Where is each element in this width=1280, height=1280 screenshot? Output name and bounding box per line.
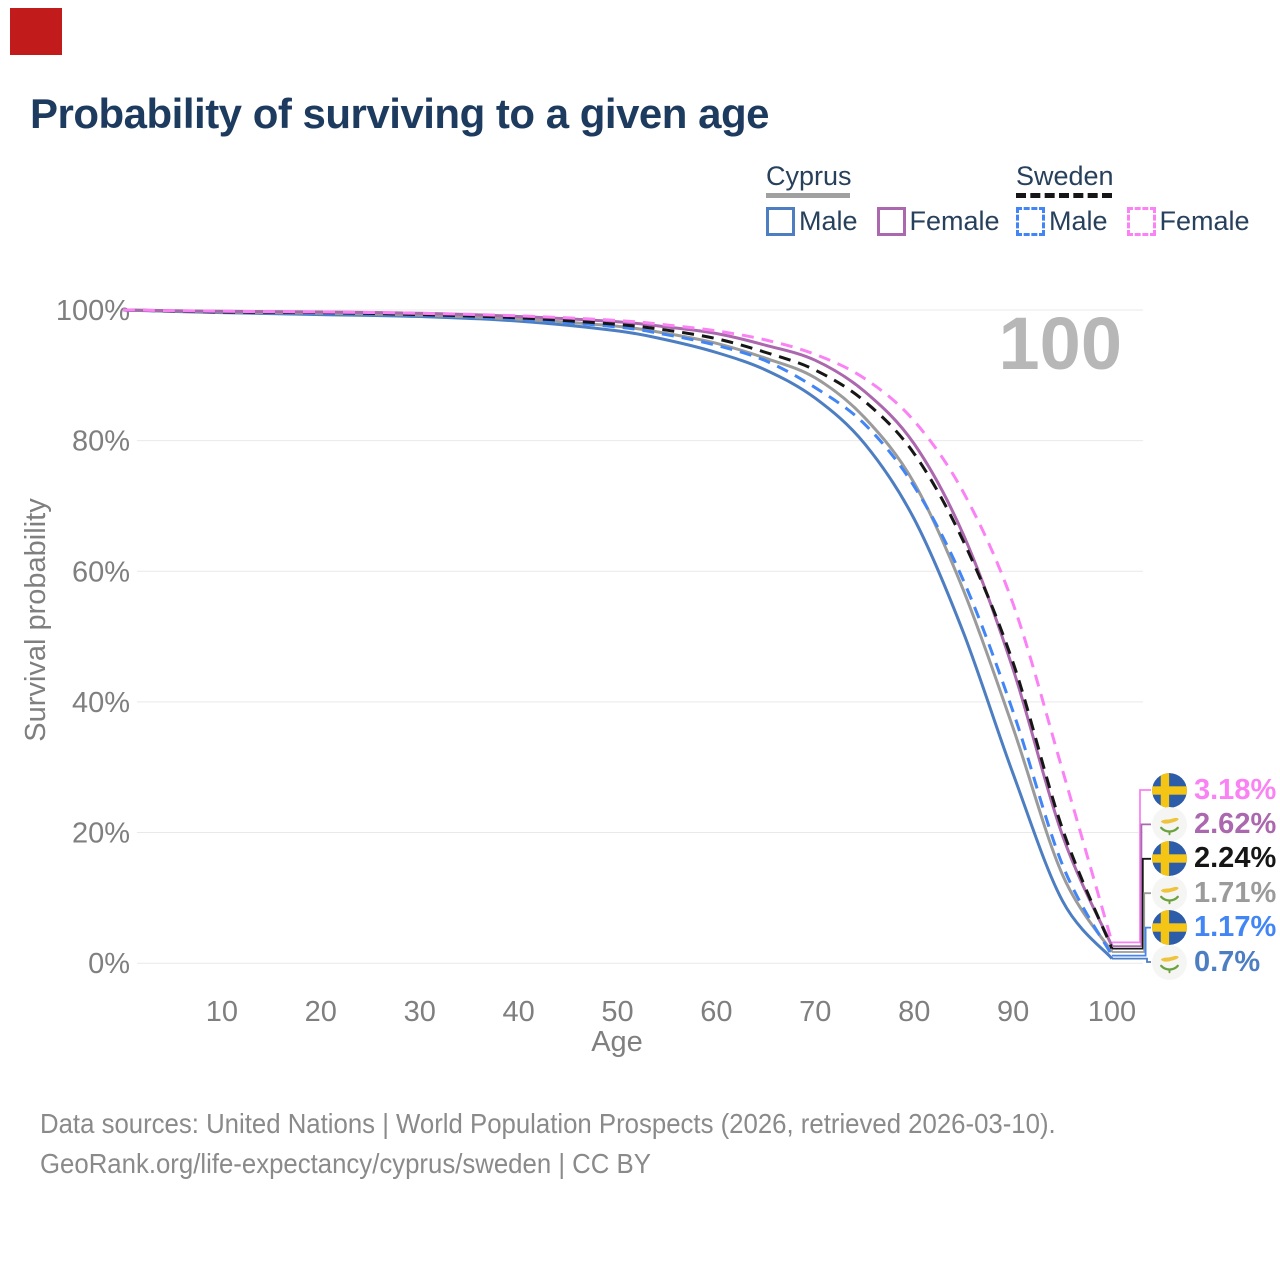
sweden-male-swatch-icon xyxy=(1016,207,1045,236)
legend-group-sweden: Sweden Male Female xyxy=(1016,162,1250,237)
leader-line-sweden-male xyxy=(1112,926,1151,957)
x-tick-label-100: 100 xyxy=(1088,996,1136,1028)
end-label-value: 2.24% xyxy=(1194,842,1277,875)
footer-source-line: Data sources: United Nations | World Pop… xyxy=(40,1108,1056,1139)
x-tick-label-70: 70 xyxy=(799,996,831,1028)
end-label-cyprus-female: 2.62% xyxy=(1152,806,1276,843)
legend-label-sweden-male: Male xyxy=(1049,206,1108,236)
x-tick-label-60: 60 xyxy=(700,996,732,1028)
legend-item-cyprus-male[interactable]: Male xyxy=(766,206,858,237)
end-label-value: 1.71% xyxy=(1194,876,1277,909)
cyprus-male-swatch-icon xyxy=(766,207,795,236)
x-tick-label-40: 40 xyxy=(502,996,534,1028)
y-tick-label-60: 60% xyxy=(72,556,130,588)
end-label-sweden-male: 1.17% xyxy=(1152,909,1276,946)
sweden-flag-icon xyxy=(1152,910,1187,946)
x-axis-title: Age xyxy=(591,1026,643,1058)
page-title: Probability of surviving to a given age xyxy=(30,90,769,137)
footer-link-line: GeoRank.org/life-expectancy/cyprus/swede… xyxy=(40,1148,651,1179)
legend-label-cyprus-female: Female xyxy=(909,206,1000,236)
cyprus-flag-icon xyxy=(1152,806,1187,842)
end-label-sweden-both-sexes: 2.24% xyxy=(1152,840,1276,877)
legend-item-sweden-female[interactable]: Female xyxy=(1126,206,1250,237)
cyprus-female-swatch-icon xyxy=(876,207,906,236)
series-cyprus-male-line xyxy=(122,308,1114,960)
end-label-value: 2.62% xyxy=(1194,807,1277,840)
end-label-sweden-female: 3.18% xyxy=(1152,772,1276,809)
end-label-value: 1.17% xyxy=(1194,911,1277,944)
sweden-female-swatch-icon xyxy=(1126,207,1156,236)
x-tick-label-80: 80 xyxy=(898,996,930,1028)
legend-label-sweden-female: Female xyxy=(1159,206,1250,236)
sweden-flag-icon xyxy=(1152,772,1187,808)
x-tick-label-20: 20 xyxy=(305,996,337,1028)
y-tick-label-0: 0% xyxy=(88,948,130,980)
legend-country-sweden[interactable]: Sweden xyxy=(1016,161,1114,191)
y-axis-title: Survival probability xyxy=(20,498,52,742)
cyprus-flag-icon xyxy=(1152,944,1187,980)
legend-underline-cyprus xyxy=(766,193,850,198)
legend-country-cyprus[interactable]: Cyprus xyxy=(766,161,852,191)
x-tick-label-50: 50 xyxy=(601,996,633,1028)
end-label-cyprus-male: 0.7% xyxy=(1152,944,1260,981)
leader-line-cyprus-female xyxy=(1112,823,1151,947)
legend-item-cyprus-female[interactable]: Female xyxy=(876,206,1000,237)
y-tick-label-100: 100% xyxy=(56,295,130,327)
leader-line-cyprus-both-sexes xyxy=(1112,892,1151,953)
legend-label-cyprus-male: Male xyxy=(799,206,858,236)
end-label-value: 0.7% xyxy=(1194,945,1261,978)
legend-underline-sweden xyxy=(1016,193,1112,198)
legend-item-sweden-male[interactable]: Male xyxy=(1016,206,1108,237)
legend: Cyprus Male Female Sweden Male Female xyxy=(0,162,1280,252)
watermark-max-age: 100 xyxy=(999,302,1122,385)
y-tick-label-40: 40% xyxy=(72,687,130,719)
y-tick-label-80: 80% xyxy=(72,426,130,458)
leader-line-cyprus-male xyxy=(1112,957,1151,963)
footer: Data sources: United Nations | World Pop… xyxy=(40,1104,1056,1184)
legend-group-cyprus: Cyprus Male Female xyxy=(766,162,1000,237)
x-tick-label-30: 30 xyxy=(404,996,436,1028)
leader-line-sweden-female xyxy=(1112,789,1151,944)
red-marker xyxy=(10,8,62,55)
cyprus-flag-icon xyxy=(1152,875,1187,911)
series-sweden-female-line xyxy=(122,308,1114,943)
series-cyprus-female-line xyxy=(122,308,1114,947)
end-label-value: 3.18% xyxy=(1194,773,1277,806)
x-tick-label-90: 90 xyxy=(997,996,1029,1028)
leader-line-sweden-both-sexes xyxy=(1112,857,1151,950)
end-label-cyprus-both-sexes: 1.71% xyxy=(1152,875,1276,912)
y-tick-label-20: 20% xyxy=(72,818,130,850)
x-tick-label-10: 10 xyxy=(206,996,238,1028)
sweden-flag-icon xyxy=(1152,841,1187,877)
